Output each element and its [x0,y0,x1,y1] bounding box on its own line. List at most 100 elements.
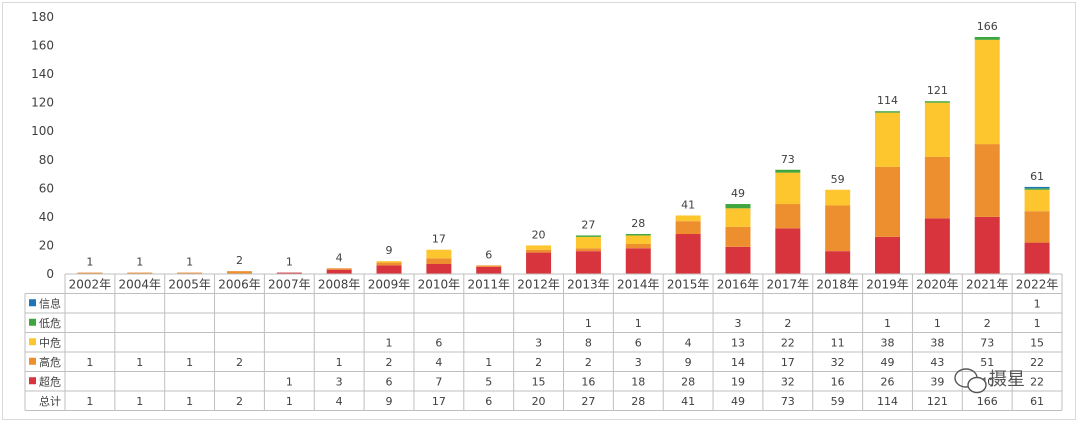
totals-cell: 49 [731,395,745,408]
category-label: 2008年 [318,277,361,291]
bar-segment [625,235,651,245]
bar-segment [625,244,651,249]
table-cell: 2 [535,356,542,369]
category-label: 2013年 [567,277,610,291]
totals-cell: 1 [86,395,93,408]
totals-cell: 20 [532,395,546,408]
totals-row-label: 总计 [39,394,61,408]
wechat-icon-bubble [967,376,987,394]
table-cell: 2 [236,356,243,369]
table-cell: 3 [635,356,642,369]
bar-segment [575,251,601,274]
totals-cell: 28 [631,395,645,408]
table-cell: 1 [635,317,642,330]
table-cell: 16 [581,375,595,388]
y-tick-label: 100 [31,124,54,138]
y-tick-label: 20 [39,238,54,252]
totals-cell: 1 [136,395,143,408]
totals-cell: 41 [681,395,695,408]
table-cell: 1 [86,356,93,369]
total-data-label: 9 [386,244,393,257]
total-data-label: 17 [432,233,446,246]
bar-segment [276,272,302,274]
bar-segment [725,204,751,209]
table-cell: 1 [336,356,343,369]
category-label: 2006年 [218,277,261,291]
totals-cell: 121 [927,395,948,408]
bar-segment [426,249,452,259]
category-label: 2010年 [418,277,461,291]
bar-segment [924,101,950,103]
bar-segment [1024,186,1050,189]
bar-segment [1024,242,1050,274]
table-cell: 38 [881,336,895,349]
y-tick-label: 140 [31,67,54,81]
bar-segment [725,246,751,274]
bar-segment [177,272,203,274]
table-cell: 1 [186,356,193,369]
table-cell: 17 [781,356,795,369]
table-cell: 2 [585,356,592,369]
table-cell: 73 [980,336,994,349]
table-cell: 26 [881,375,895,388]
y-tick-label: 120 [31,96,54,110]
table-cell: 15 [532,375,546,388]
table-cell: 1 [136,356,143,369]
table-cell: 51 [980,356,994,369]
bar-segment [924,102,950,157]
bar-segment [376,262,402,266]
total-data-label: 73 [781,153,795,166]
table-cell: 16 [831,375,845,388]
bar-segment [426,264,452,274]
total-data-label: 28 [631,217,645,230]
table-cell: 22 [781,336,795,349]
bar-segment [226,271,252,274]
bar-segment [775,228,801,274]
total-data-label: 2 [236,254,243,267]
bar-segment [376,261,402,263]
y-tick-label: 60 [39,181,54,195]
legend-key [29,338,36,346]
table-cell: 4 [685,336,692,349]
bar-segment [426,258,452,265]
category-label: 2004年 [119,277,162,291]
total-data-label: 59 [831,173,845,186]
bar-segment [376,265,402,274]
y-tick-label: 40 [39,210,54,224]
legend-key [29,318,36,326]
table-cell: 1 [934,317,941,330]
table-cell: 6 [435,336,442,349]
y-tick-label: 160 [31,39,54,53]
bar-segment [575,248,601,252]
table-cell: 49 [881,356,895,369]
total-data-label: 1 [86,256,93,269]
category-label: 2016年 [717,277,760,291]
table-cell: 19 [731,375,745,388]
total-data-label: 1 [136,256,143,269]
totals-cell: 114 [877,395,898,408]
table-cell: 6 [386,375,393,388]
bar-segment [127,272,153,274]
totals-cell: 17 [432,395,446,408]
totals-cell: 4 [336,395,343,408]
table-cell: 2 [386,356,393,369]
bar-segment [476,266,502,274]
totals-cell: 27 [581,395,595,408]
bar-segment [725,208,751,227]
table-cell: 32 [781,375,795,388]
bar-segment [974,36,1000,40]
table-cell: 43 [930,356,944,369]
table-cell: 11 [831,336,845,349]
bar-segment [1024,211,1050,243]
category-label: 2015年 [667,277,710,291]
watermark-text: 摄星 [989,369,1025,390]
totals-cell: 73 [781,395,795,408]
table-cell: 13 [731,336,745,349]
totals-cell: 2 [236,395,243,408]
bar-segment [825,189,851,206]
category-label: 2022年 [1016,277,1059,291]
category-label: 2005年 [168,277,211,291]
table-cell: 7 [435,375,442,388]
legend-key [29,377,36,385]
table-cell: 3 [336,375,343,388]
